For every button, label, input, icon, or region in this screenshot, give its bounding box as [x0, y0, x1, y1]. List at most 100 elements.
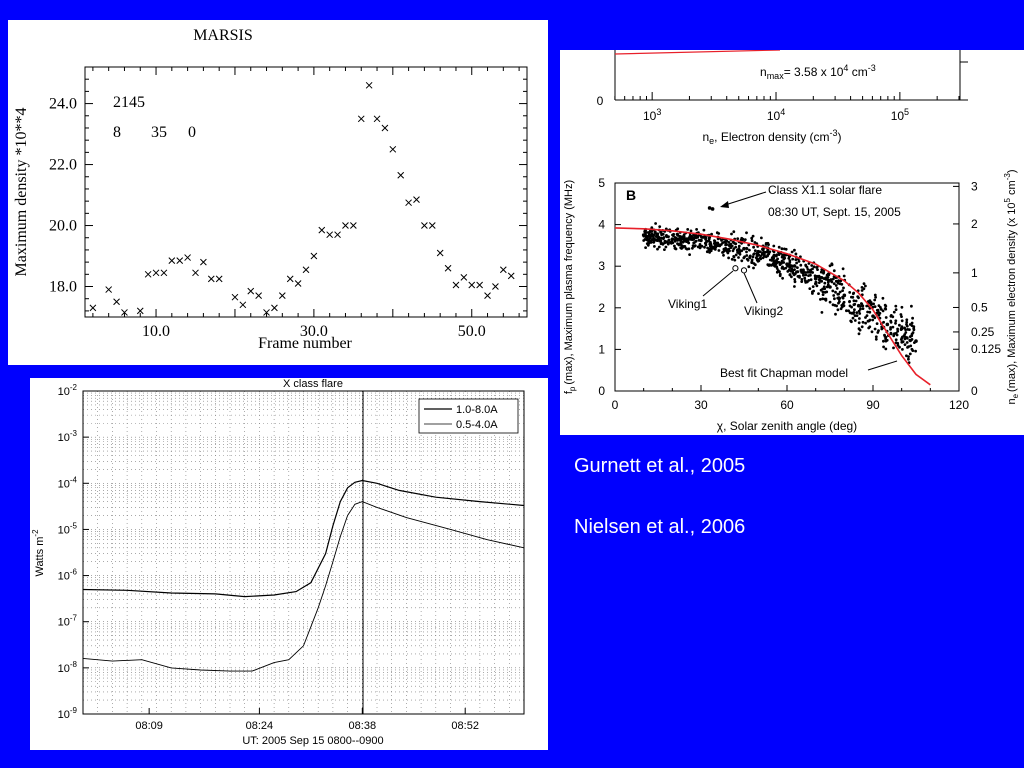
- observation-point: [652, 237, 656, 241]
- panel-b-xtick-label: 0: [612, 398, 619, 412]
- goes-frame: [82, 390, 525, 715]
- observation-point: [854, 299, 858, 303]
- marsis-info-2b: 35: [151, 124, 167, 141]
- observation-point: [683, 245, 687, 248]
- goes-ytick-label: 10-3: [58, 429, 78, 444]
- goes-chart: X class flare 10-9 10-8 10-7 10-6 10-5 10-4 10…: [31, 378, 525, 747]
- binned-point: [842, 293, 847, 298]
- panel-b-y2label: ne(max), Maximum electron density (x 105…: [1003, 169, 1020, 404]
- observation-point: [900, 305, 904, 309]
- observation-point: [836, 308, 840, 312]
- marsis-point: [152, 269, 160, 277]
- panel-b-y2tick-label: 0: [971, 384, 978, 398]
- marsis-point: [499, 266, 507, 274]
- observation-point: [903, 333, 907, 336]
- observation-point: [853, 314, 857, 317]
- observation-point: [792, 273, 796, 277]
- observation-point: [686, 228, 690, 231]
- observation-point: [647, 238, 650, 242]
- observation-point: [800, 280, 804, 283]
- observation-point: [806, 268, 810, 271]
- marsis-ytick-label: 18.0: [49, 279, 77, 296]
- observation-point: [682, 233, 686, 237]
- observation-point: [758, 256, 762, 260]
- marsis-xtick-label: 10.0: [142, 323, 170, 340]
- observation-point: [740, 249, 744, 253]
- observation-point: [910, 304, 913, 308]
- observation-point: [874, 337, 878, 341]
- observation-point: [698, 243, 702, 246]
- marsis-point: [405, 199, 412, 207]
- observation-point: [750, 236, 754, 240]
- observation-point: [900, 340, 904, 344]
- observation-point: [680, 235, 684, 239]
- observation-point: [874, 335, 878, 339]
- observation-point: [781, 276, 784, 280]
- marsis-point: [160, 269, 168, 277]
- observation-point: [768, 250, 772, 254]
- observation-point: [817, 274, 821, 278]
- panel-b-y2tick-label: 0.125: [971, 342, 1001, 356]
- observation-point: [730, 232, 733, 236]
- observation-point: [782, 261, 786, 264]
- panel-b-xtick-label: 30: [694, 398, 708, 412]
- marsis-title: MARSIS: [193, 27, 253, 44]
- panel-b-label: B: [626, 187, 636, 203]
- observation-point: [695, 228, 698, 231]
- observation-point: [838, 300, 841, 303]
- observation-point: [896, 327, 899, 331]
- svg-text:Watts m-2: Watts m-2: [31, 529, 46, 577]
- observation-point: [820, 276, 824, 279]
- binned-point: [727, 243, 732, 248]
- observation-point: [822, 270, 826, 274]
- observation-point: [882, 320, 885, 324]
- observation-point: [826, 275, 830, 279]
- marsis-point: [421, 222, 428, 229]
- observation-point: [900, 315, 903, 318]
- observation-point: [853, 302, 857, 306]
- observation-point: [905, 323, 908, 326]
- chapman-model-curve: [614, 227, 931, 386]
- observation-point: [649, 241, 653, 244]
- observation-point: [708, 251, 711, 254]
- observation-point: [830, 262, 834, 266]
- observation-point: [877, 304, 881, 307]
- goes-ytick-label: 10-7: [58, 614, 78, 629]
- observation-point: [676, 232, 679, 236]
- observation-point: [894, 338, 898, 342]
- observation-point: [775, 261, 778, 265]
- observation-point: [709, 243, 713, 247]
- observation-point: [805, 280, 809, 284]
- marsis-point: [136, 307, 144, 315]
- observation-point: [832, 294, 836, 297]
- observation-point: [778, 270, 781, 273]
- observation-point: [796, 275, 800, 278]
- observation-point: [911, 316, 914, 320]
- binned-point: [799, 268, 804, 273]
- observation-point: [761, 252, 764, 255]
- flare-arrow: [721, 191, 767, 207]
- observation-point: [884, 316, 888, 319]
- observation-point: [757, 253, 761, 257]
- observation-point: [842, 300, 846, 304]
- observation-point: [752, 266, 755, 270]
- observation-point: [883, 333, 886, 337]
- goes-ytick-label: 10-4: [58, 475, 78, 490]
- observation-point: [910, 347, 914, 351]
- viking1-arrow: [702, 270, 734, 297]
- observation-point: [791, 257, 795, 261]
- binned-point: [871, 314, 875, 318]
- observation-point: [907, 355, 910, 358]
- observation-point: [894, 331, 898, 335]
- observation-point: [742, 256, 746, 260]
- observation-point: [907, 357, 910, 361]
- observation-point: [795, 261, 798, 265]
- observation-point: [660, 241, 663, 245]
- observation-point: [703, 235, 707, 239]
- observation-point: [821, 293, 825, 296]
- binned-point: [670, 237, 675, 241]
- marsis-point: [215, 275, 223, 283]
- observation-point: [860, 286, 864, 289]
- observation-point: [873, 293, 877, 297]
- observation-point: [881, 309, 885, 313]
